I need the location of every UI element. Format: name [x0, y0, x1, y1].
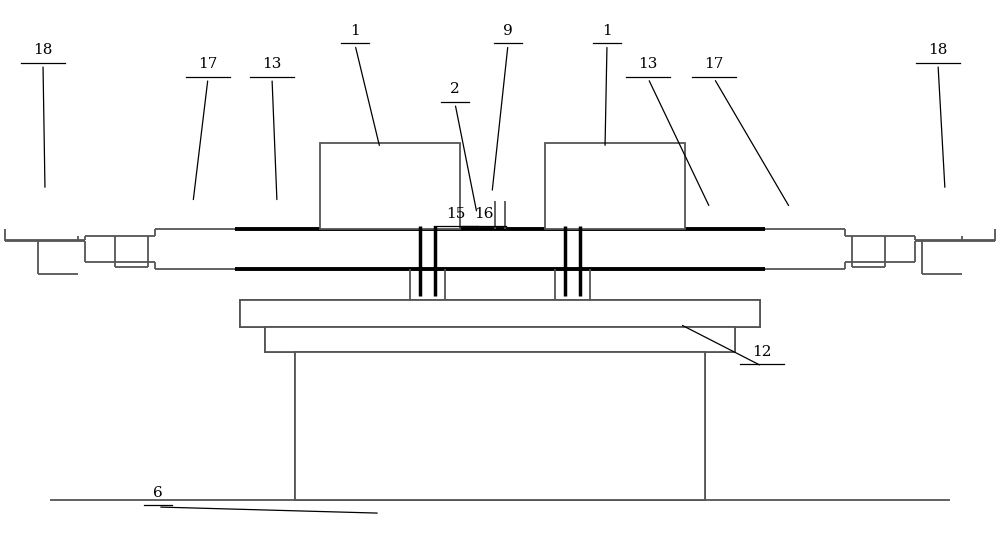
- Text: 15: 15: [446, 207, 466, 221]
- Text: 12: 12: [752, 345, 772, 359]
- Bar: [295, 352, 705, 500]
- Text: 17: 17: [704, 57, 724, 72]
- Text: 6: 6: [153, 486, 163, 500]
- Text: 13: 13: [638, 57, 658, 72]
- Bar: [545, 143, 685, 229]
- Bar: [265, 327, 735, 352]
- Bar: [240, 300, 760, 327]
- Bar: [295, 352, 705, 500]
- Text: 13: 13: [262, 57, 282, 72]
- Text: 9: 9: [503, 23, 513, 38]
- Text: 2: 2: [450, 82, 460, 97]
- Text: 18: 18: [928, 43, 948, 58]
- Bar: [320, 143, 460, 229]
- Text: 18: 18: [33, 43, 53, 58]
- Text: 1: 1: [350, 23, 360, 38]
- Text: 1: 1: [602, 23, 612, 38]
- Bar: [265, 327, 735, 352]
- Bar: [240, 300, 760, 327]
- Text: 16: 16: [474, 207, 494, 221]
- Text: 17: 17: [198, 57, 218, 72]
